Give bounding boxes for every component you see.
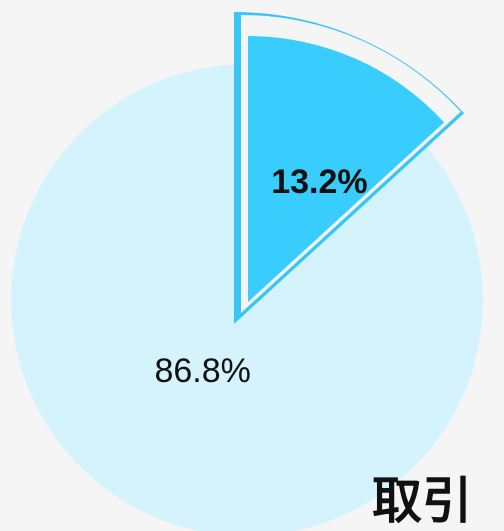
data-label: 13.2%	[271, 163, 367, 201]
slice	[248, 36, 445, 302]
chart-title: 取引	[372, 473, 472, 529]
data-label: 86.8%	[154, 352, 250, 390]
